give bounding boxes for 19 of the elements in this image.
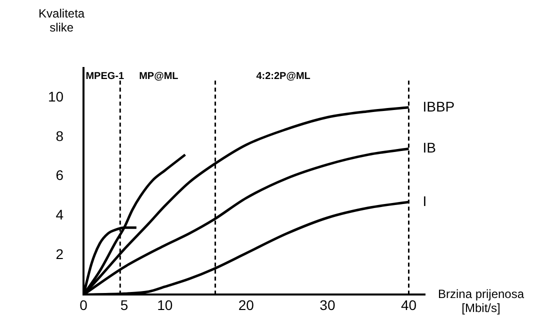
x-axis-title: Brzina prijenosa [Mbit/s] (438, 286, 524, 315)
x-tick-label: 10 (157, 296, 173, 313)
series-label: I (422, 192, 427, 209)
x-tick-label: 20 (238, 296, 254, 313)
y-tick-label: 4 (56, 206, 64, 223)
x-tick-label: 5 (120, 296, 128, 313)
x-tick-label: 40 (400, 296, 417, 313)
x-tick-label: 0 (80, 296, 88, 313)
series-label: IB (422, 140, 436, 156)
y-axis-title: Kvaliteta slike (38, 6, 85, 34)
y-tick-label: 10 (48, 88, 64, 104)
annotation: 4:2:2P@ML (256, 70, 310, 82)
y-tick-label: 6 (56, 167, 64, 184)
annotation: MP@ML (139, 70, 178, 82)
series-label: IBBP (422, 98, 455, 114)
annotation: MPEG-1 (86, 70, 124, 82)
x-tick-label: 30 (320, 296, 336, 313)
y-tick-label: 2 (56, 246, 64, 262)
y-tick-label: 8 (56, 128, 64, 144)
